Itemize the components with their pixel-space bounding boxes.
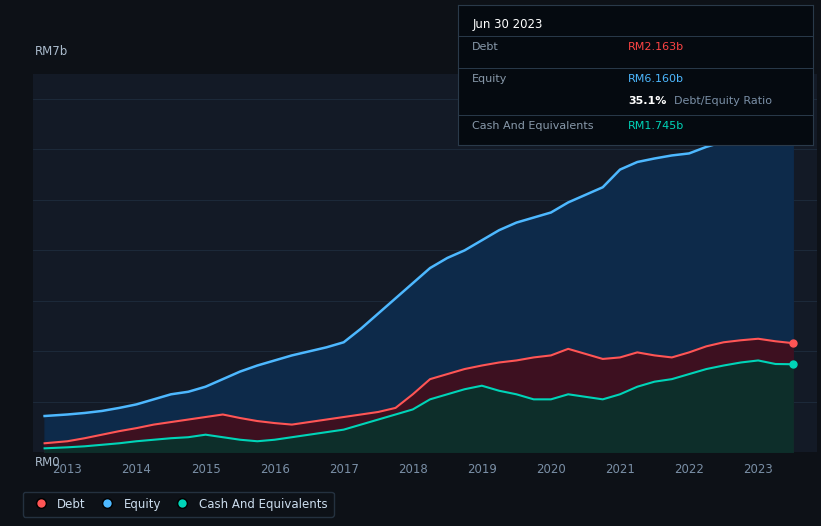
Text: Equity: Equity [472,74,507,84]
Text: 35.1%: 35.1% [628,96,667,106]
Legend: Debt, Equity, Cash And Equivalents: Debt, Equity, Cash And Equivalents [23,492,333,517]
Text: RM1.745b: RM1.745b [628,121,685,131]
Text: RM0: RM0 [34,456,60,469]
Text: Jun 30 2023: Jun 30 2023 [472,18,543,31]
Text: Debt: Debt [472,42,499,52]
Text: Debt/Equity Ratio: Debt/Equity Ratio [675,96,773,106]
Text: RM7b: RM7b [34,45,67,58]
Text: Cash And Equivalents: Cash And Equivalents [472,121,594,131]
Text: RM6.160b: RM6.160b [628,74,685,84]
Text: RM2.163b: RM2.163b [628,42,685,52]
